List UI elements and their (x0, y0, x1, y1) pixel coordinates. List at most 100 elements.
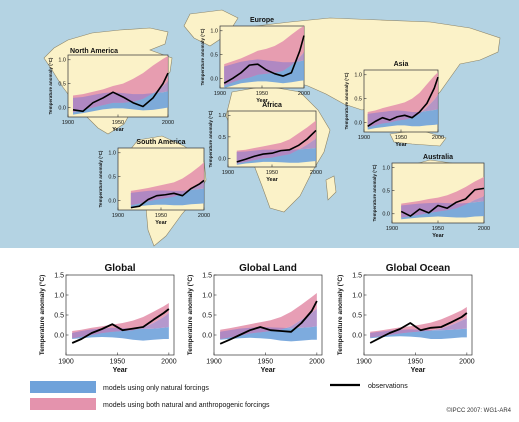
x-tick-label: 1900 (356, 359, 372, 366)
y-tick-label: 0.5 (218, 135, 226, 141)
x-axis-label: Year (112, 127, 124, 133)
madagascar-land (325, 175, 337, 201)
y-tick-label: 0.5 (382, 189, 390, 195)
x-tick-label: 1900 (214, 91, 226, 97)
chart-australia: 0.0 0.5 1.0 1900 1950 2000 Year Temperature ano… (372, 154, 490, 239)
y-tick-label: 0.0 (354, 120, 362, 126)
chart-title: South America (136, 139, 185, 146)
observations-line (72, 72, 169, 113)
chart-title: Africa (262, 102, 282, 109)
x-tick-label: 1950 (408, 359, 424, 366)
y-tick-label: 0.0 (352, 332, 362, 339)
y-tick-label: 1.0 (382, 166, 390, 172)
y-tick-label: 1.0 (210, 29, 218, 35)
band-overlap (370, 318, 467, 338)
observations-line (71, 308, 170, 344)
y-axis-label: Temperature anomaly (°C) (336, 275, 344, 356)
y-tick-label: 1.5 (54, 272, 64, 279)
x-tick-label: 1950 (266, 170, 278, 176)
combined-forcing-band (370, 307, 467, 338)
observations-line (369, 312, 468, 344)
x-tick-label: 1900 (358, 135, 370, 141)
x-axis-label: Year (155, 220, 167, 226)
x-tick-label: 1950 (110, 359, 126, 366)
x-tick-label: 2000 (298, 91, 310, 97)
x-tick-label: 1950 (432, 226, 444, 232)
y-tick-label: 0.5 (54, 312, 64, 319)
chart-title: Global Ocean (386, 263, 450, 274)
chart-title: Australia (423, 154, 453, 161)
y-tick-label: 0.0 (382, 212, 390, 218)
chart-asia: 0.0 0.5 1.0 1900 1950 2000 Year Temperature ano… (344, 61, 444, 148)
y-tick-label: 1.0 (218, 113, 226, 119)
y-tick-label: 0.5 (108, 175, 116, 181)
y-tick-label: 1.5 (352, 272, 362, 279)
observations-line (400, 187, 485, 217)
y-tick-label: 1.0 (54, 292, 64, 299)
chart-global-land: 0.0 0.5 1.0 1.5 1900 1950 2000 Year Temperature … (186, 263, 325, 374)
observations-line (236, 129, 317, 163)
chart-title: Europe (250, 17, 274, 24)
chart-title: Asia (394, 61, 409, 68)
y-tick-label: 0.0 (202, 332, 212, 339)
x-tick-label: 1950 (112, 120, 124, 126)
y-tick-label: 0.0 (54, 332, 64, 339)
y-axis-label: Temperature anomaly (°C) (372, 164, 377, 221)
observations-line (223, 35, 305, 84)
x-tick-label: 1950 (395, 135, 407, 141)
x-tick-label: 2000 (478, 226, 490, 232)
legend: models using only natural forcings model… (30, 381, 408, 410)
observations-line (219, 300, 318, 345)
x-tick-label: 1950 (258, 359, 274, 366)
legend-observations-label: observations (368, 383, 408, 390)
y-tick-label: 0.0 (210, 76, 218, 82)
observations-line (367, 76, 439, 127)
y-tick-label: 0.5 (58, 82, 66, 88)
x-tick-label: 2000 (459, 359, 475, 366)
x-tick-label: 1900 (112, 213, 124, 219)
x-tick-label: 2000 (198, 213, 210, 219)
x-tick-label: 1950 (155, 213, 167, 219)
y-tick-label: 0.5 (352, 312, 362, 319)
x-axis-label: Year (261, 367, 276, 374)
x-axis-label: Year (113, 367, 128, 374)
x-axis-label: Year (395, 142, 407, 148)
y-axis-label: Temperature anomaly (°C) (48, 57, 53, 114)
x-tick-label: 1900 (206, 359, 222, 366)
greenland-land (183, 9, 239, 47)
y-tick-label: 1.0 (58, 58, 66, 64)
y-tick-label: 0.5 (202, 312, 212, 319)
y-tick-label: 0.5 (210, 53, 218, 59)
y-tick-label: 1.0 (354, 73, 362, 79)
y-axis-label: Temperature anomaly (°C) (98, 150, 103, 207)
x-axis-label: Year (432, 233, 444, 239)
chart-north-america: 0.0 0.5 1.0 1900 1950 2000 Year Temperature ano… (48, 48, 174, 133)
combined-forcing-band (220, 293, 317, 339)
x-axis-label: Year (256, 98, 268, 104)
y-tick-label: 0.0 (108, 198, 116, 204)
chart-global: 0.0 0.5 1.0 1.5 1900 1950 2000 Year Temperature … (38, 263, 177, 374)
x-tick-label: 1900 (222, 170, 234, 176)
band-overlap (236, 138, 316, 164)
x-tick-label: 1900 (62, 120, 74, 126)
x-tick-label: 1900 (58, 359, 74, 366)
observations-line (130, 179, 205, 209)
x-axis-label: Year (266, 177, 278, 183)
y-axis-label: Temperature anomaly (°C) (38, 275, 46, 356)
chart-title: Global Land (239, 263, 297, 274)
y-axis-label: Temperature anomaly (°C) (200, 28, 205, 85)
x-tick-label: 2000 (161, 359, 177, 366)
legend-combined-swatch (30, 398, 96, 410)
band-overlap (220, 308, 317, 339)
credit: ©IPCC 2007: WG1-AR4 (447, 407, 512, 414)
legend-natural-swatch (30, 381, 96, 393)
chart-south-america: 0.0 0.5 1.0 1900 1950 2000 Year Temperature ano… (98, 139, 210, 226)
y-tick-label: 1.0 (202, 292, 212, 299)
chart-title: Global (104, 263, 135, 274)
y-tick-label: 0.0 (218, 156, 226, 162)
legend-combined-label: models using both natural and anthropoge… (103, 402, 270, 409)
x-tick-label: 2000 (309, 359, 325, 366)
x-axis-label: Year (411, 367, 426, 374)
